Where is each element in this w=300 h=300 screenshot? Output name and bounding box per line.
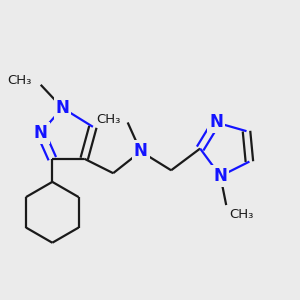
Text: N: N bbox=[56, 99, 69, 117]
Text: CH₃: CH₃ bbox=[8, 74, 32, 87]
Text: N: N bbox=[214, 167, 227, 185]
Text: CH₃: CH₃ bbox=[96, 113, 120, 126]
Text: N: N bbox=[34, 124, 48, 142]
Text: CH₃: CH₃ bbox=[229, 208, 254, 221]
Text: N: N bbox=[134, 142, 148, 160]
Text: N: N bbox=[209, 113, 223, 131]
